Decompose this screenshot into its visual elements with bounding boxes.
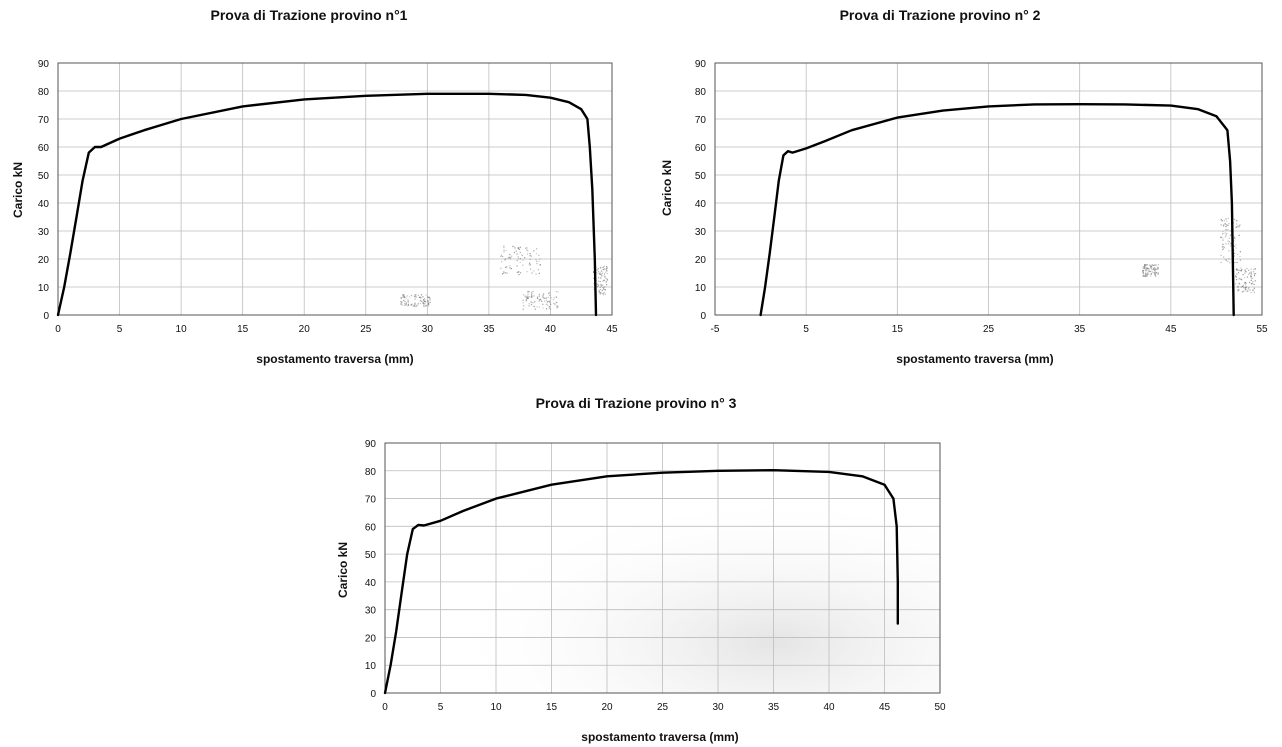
chart-3-x-axis-title: spostamento traversa (mm) <box>581 730 738 744</box>
chart-1-scan-speckle <box>500 245 541 276</box>
chart-2-y-tick-label: 20 <box>695 255 707 266</box>
chart-2-y-tick-label: 80 <box>695 87 707 98</box>
chart-3-y-tick-label: 80 <box>365 467 377 478</box>
chart-2-y-tick-label: 40 <box>695 199 707 210</box>
chart-1-y-tick-label: 10 <box>38 283 50 294</box>
chart-2-x-tick-label: 45 <box>1165 324 1177 335</box>
chart-1-y-tick-label: 70 <box>38 115 50 126</box>
chart-3-x-tick-label: 45 <box>879 702 891 713</box>
chart-3-y-tick-label: 40 <box>365 578 377 589</box>
chart-1-x-tick-label: 0 <box>55 324 61 335</box>
tensile-test-chart-2: Prova di Trazione provino n° 2 Carico kN… <box>660 7 1268 366</box>
chart-3-plot-area <box>384 442 941 694</box>
chart-2-title: Prova di Trazione provino n° 2 <box>840 7 1041 23</box>
tensile-test-chart-3: Prova di Trazione provino n° 3 Carico kN… <box>336 395 946 744</box>
chart-3-y-tick-label: 0 <box>370 689 376 700</box>
chart-3-y-axis-title: Carico kN <box>336 542 350 598</box>
chart-1-x-tick-label: 40 <box>545 324 557 335</box>
chart-2-scan-speckle <box>1235 267 1257 294</box>
chart-3-load-displacement-curve <box>383 469 899 695</box>
chart-3-x-tick-label: 30 <box>712 702 724 713</box>
chart-3-y-tick-label: 70 <box>365 495 377 506</box>
chart-3-x-tick-label: 10 <box>490 702 502 713</box>
chart-1-x-tick-label: 45 <box>606 324 618 335</box>
tensile-test-chart-1: Prova di Trazione provino n°1 Carico kN … <box>11 7 618 366</box>
chart-1-x-tick-label: 25 <box>360 324 372 335</box>
chart-1-y-tick-label: 40 <box>38 199 50 210</box>
chart-1-load-displacement-curve <box>56 92 598 317</box>
chart-1-title: Prova di Trazione provino n°1 <box>211 7 408 23</box>
chart-2-x-axis-title: spostamento traversa (mm) <box>896 352 1053 366</box>
chart-2-y-tick-label: 90 <box>695 59 707 70</box>
chart-3-y-tick-label: 90 <box>365 439 377 450</box>
chart-3-x-tick-label: 40 <box>823 702 835 713</box>
chart-3-x-tick-label: 25 <box>657 702 669 713</box>
chart-1-scan-speckle <box>593 265 609 296</box>
chart-1-y-tick-label: 20 <box>38 255 50 266</box>
chart-1-x-tick-label: 5 <box>117 324 123 335</box>
chart-3-x-tick-label: 20 <box>601 702 613 713</box>
chart-3-y-tick-label: 20 <box>365 633 377 644</box>
chart-1-x-tick-label: 20 <box>299 324 311 335</box>
chart-2-x-tick-label: 5 <box>803 324 809 335</box>
chart-2-scan-speckle <box>1142 264 1160 278</box>
chart-3-x-tick-label: 0 <box>382 702 388 713</box>
chart-1-x-tick-label: 10 <box>176 324 188 335</box>
chart-1-scan-speckle <box>522 291 559 311</box>
chart-2-y-tick-label: 50 <box>695 171 707 182</box>
chart-2-scan-speckle <box>1220 217 1242 264</box>
chart-3-y-tick-label: 50 <box>365 550 377 561</box>
chart-1-plot-area <box>57 62 613 316</box>
chart-3-x-tick-label: 50 <box>934 702 946 713</box>
chart-1-y-axis-title: Carico kN <box>11 162 25 218</box>
chart-2-x-tick-label: 15 <box>892 324 904 335</box>
chart-1-y-tick-label: 30 <box>38 227 50 238</box>
chart-2-y-tick-label: 70 <box>695 115 707 126</box>
chart-3-x-tick-label: 5 <box>438 702 444 713</box>
chart-1-y-tick-label: 50 <box>38 171 50 182</box>
chart-3-x-tick-label: 35 <box>768 702 780 713</box>
chart-2-x-tick-label: 25 <box>983 324 995 335</box>
chart-2-x-tick-label: -5 <box>711 324 720 335</box>
chart-1-y-tick-label: 0 <box>43 311 49 322</box>
chart-2-load-displacement-curve <box>759 103 1235 317</box>
chart-3-y-tick-label: 10 <box>365 661 377 672</box>
chart-3-x-tick-label: 15 <box>546 702 558 713</box>
chart-1-x-tick-label: 35 <box>483 324 495 335</box>
chart-1-y-tick-label: 90 <box>38 59 50 70</box>
chart-2-x-tick-label: 55 <box>1256 324 1268 335</box>
chart-2-plot-area <box>714 62 1263 316</box>
chart-3-y-tick-label: 30 <box>365 606 377 617</box>
chart-1-x-tick-label: 30 <box>422 324 434 335</box>
chart-2-y-axis-title: Carico kN <box>660 160 674 216</box>
chart-2-y-tick-label: 0 <box>700 311 706 322</box>
chart-1-scan-speckle <box>400 294 431 308</box>
chart-2-y-tick-label: 30 <box>695 227 707 238</box>
chart-3-title: Prova di Trazione provino n° 3 <box>536 395 737 411</box>
chart-3-y-tick-label: 60 <box>365 522 377 533</box>
chart-1-x-axis-title: spostamento traversa (mm) <box>256 352 413 366</box>
chart-1-x-tick-label: 15 <box>237 324 249 335</box>
chart-1-y-tick-label: 60 <box>38 143 50 154</box>
chart-2-y-tick-label: 10 <box>695 283 707 294</box>
chart-1-y-tick-label: 80 <box>38 87 50 98</box>
chart-2-x-tick-label: 35 <box>1074 324 1086 335</box>
chart-2-y-tick-label: 60 <box>695 143 707 154</box>
